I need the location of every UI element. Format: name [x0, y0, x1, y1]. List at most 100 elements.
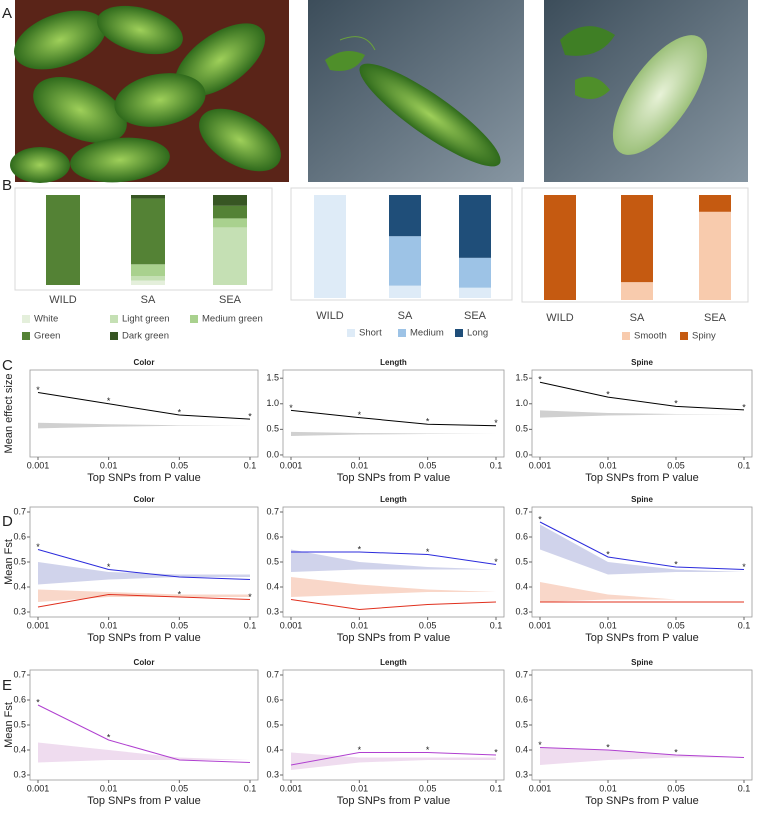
y-tick-label: 0.4 [515, 581, 528, 591]
chart-title: Length [380, 495, 407, 504]
bar-segment [131, 198, 165, 265]
x-tick-label: 0.01 [100, 460, 118, 470]
legend-swatch [110, 315, 118, 323]
legend-swatch [110, 332, 118, 340]
x-axis-label: Top SNPs from P value [585, 632, 699, 644]
significance-star: * [494, 418, 498, 428]
x-axis-label: Top SNPs from P value [337, 632, 451, 644]
line [539, 521, 745, 570]
y-tick-label: 1.5 [266, 373, 279, 383]
x-tick-label: 0.01 [599, 620, 617, 630]
bar-segment [131, 276, 165, 281]
y-tick-label: 0.6 [266, 694, 279, 704]
line [37, 549, 251, 580]
x-tick-label: 0.05 [667, 783, 685, 793]
null-band [540, 582, 744, 602]
x-tick-label: 0.01 [351, 620, 369, 630]
y-tick-label: 0.6 [266, 531, 279, 541]
x-tick-label: 0.1 [738, 460, 751, 470]
legend-swatch [622, 332, 630, 340]
plot-frame [29, 669, 259, 781]
x-tick-label: 0.01 [100, 620, 118, 630]
significance-star: * [358, 544, 362, 554]
legend-label: Spiny [692, 331, 716, 342]
chart-title: Spine [631, 495, 653, 504]
bar-segment [213, 227, 247, 285]
y-tick-label: 0.6 [515, 694, 528, 704]
chart-title: Color [134, 358, 155, 367]
y-tick-label: 1.0 [515, 398, 528, 408]
x-tick-label: 0.01 [599, 783, 617, 793]
x-tick-label: 0.001 [27, 783, 50, 793]
y-tick-label: 0.3 [266, 606, 279, 616]
y-tick-label: 1.5 [515, 373, 528, 383]
significance-star: * [248, 412, 252, 422]
y-tick-label: 0.5 [515, 556, 528, 566]
y-tick-label: 0.7 [515, 669, 528, 679]
bar-segment [213, 195, 247, 206]
null-band [38, 422, 250, 429]
panel-label: C [2, 357, 13, 374]
y-tick-label: 0.4 [515, 744, 528, 754]
significance-star: * [674, 399, 678, 409]
significance-star: * [606, 742, 610, 752]
x-tick-label: 0.01 [351, 460, 369, 470]
bar-segment [131, 264, 165, 276]
y-tick-label: 0.4 [13, 744, 26, 754]
null-band [291, 577, 496, 597]
x-axis-label: Top SNPs from P value [87, 632, 201, 644]
y-tick-label: 0.4 [13, 581, 26, 591]
x-tick-label: 0.05 [419, 460, 437, 470]
bar-segment [621, 282, 653, 300]
significance-star: * [426, 417, 430, 427]
x-tick-label: 0.001 [280, 460, 303, 470]
category-label: SEA [704, 312, 727, 324]
category-label: WILD [546, 312, 574, 324]
y-tick-label: 0.5 [266, 719, 279, 729]
significance-star: * [36, 542, 40, 552]
y-tick-label: 0.5 [515, 424, 528, 434]
bar-segment [389, 195, 421, 237]
legend-label: White [34, 314, 58, 325]
x-tick-label: 0.1 [490, 783, 503, 793]
chart-title: Length [380, 658, 407, 667]
legend-swatch [190, 315, 198, 323]
null-band [540, 410, 744, 418]
line [290, 599, 497, 611]
legend-label: Short [359, 328, 382, 339]
bar-segment [389, 285, 421, 298]
significance-star: * [538, 514, 542, 524]
significance-star: * [674, 559, 678, 569]
y-tick-label: 0.4 [266, 581, 279, 591]
bar-segment [46, 195, 80, 285]
x-tick-label: 0.05 [419, 783, 437, 793]
null-band [38, 562, 250, 585]
line [291, 551, 497, 565]
x-axis-label: Top SNPs from P value [585, 795, 699, 807]
y-tick-label: 0.3 [515, 769, 528, 779]
x-axis-label: Top SNPs from P value [87, 795, 201, 807]
significance-star: * [606, 549, 610, 559]
y-tick-label: 0.4 [266, 744, 279, 754]
bar-segment [544, 195, 576, 300]
plot-frame [29, 369, 259, 458]
bar-segment [459, 195, 491, 258]
y-tick-label: 0.6 [515, 531, 528, 541]
y-tick-label: 0.7 [13, 506, 26, 516]
x-tick-label: 0.001 [529, 620, 552, 630]
significance-star: * [36, 385, 40, 395]
x-tick-label: 0.05 [667, 460, 685, 470]
y-tick-label: 0.0 [266, 449, 279, 459]
category-label: WILD [49, 294, 77, 306]
bar-segment [699, 211, 731, 300]
plot-frame [282, 369, 505, 458]
line [539, 381, 745, 411]
x-axis-label: Top SNPs from P value [337, 795, 451, 807]
significance-star: * [742, 562, 746, 572]
bar-segment [314, 195, 346, 298]
legend-swatch [455, 329, 463, 337]
x-tick-label: 0.01 [351, 783, 369, 793]
significance-star: * [674, 747, 678, 757]
category-label: SEA [219, 294, 242, 306]
